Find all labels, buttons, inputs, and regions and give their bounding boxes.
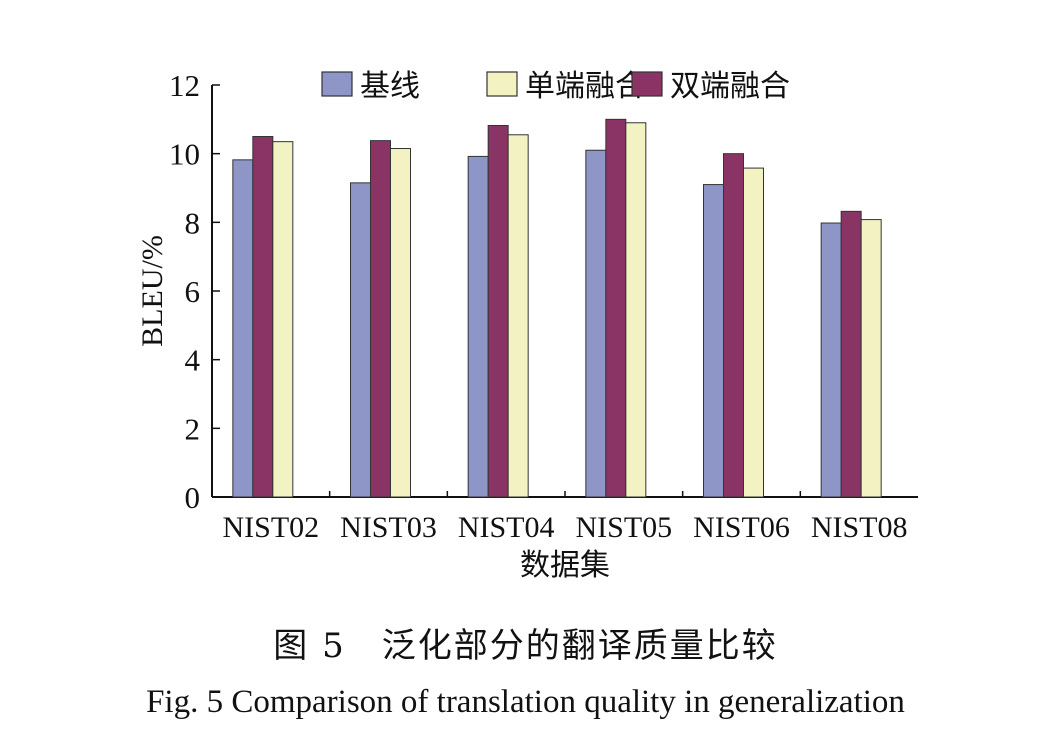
bar — [272, 141, 294, 498]
x-tick-label: NIST04 — [458, 511, 555, 544]
bar — [820, 222, 842, 498]
y-tick-label: 2 — [185, 411, 201, 446]
bar — [743, 167, 764, 498]
y-tick-label: 10 — [169, 137, 200, 172]
bar-chart: 0 2 4 6 8 10 12 BLEU/% NIST02 NIST03 NIST04 NIST05 N… — [136, 68, 918, 583]
x-tick-label: NIST02 — [222, 511, 319, 544]
bar — [860, 219, 882, 498]
legend-swatch — [321, 71, 353, 97]
y-axis-label: BLEU/% — [136, 235, 169, 347]
x-tick-label: NIST05 — [575, 511, 672, 544]
y-tick-label: 0 — [185, 480, 201, 515]
legend-label: 双端融合 — [670, 69, 790, 104]
y-tick-label: 4 — [185, 343, 201, 378]
legend-swatch — [631, 71, 663, 97]
x-tick-label: NIST08 — [811, 511, 908, 544]
bar — [585, 149, 607, 498]
bar — [605, 118, 627, 498]
bar — [350, 182, 371, 498]
x-axis-label: 数据集 — [520, 548, 610, 583]
bar — [232, 159, 254, 498]
x-tick-label: NIST06 — [693, 511, 790, 544]
bar — [390, 148, 411, 498]
bar — [703, 184, 724, 498]
legend-label: 基线 — [360, 69, 420, 104]
y-tick-label: 12 — [169, 68, 200, 103]
y-tick-label: 6 — [185, 274, 201, 309]
figure-caption-chinese: 图 5 泛化部分的翻译质量比较 — [273, 626, 778, 666]
bar — [252, 136, 274, 498]
bar — [625, 122, 647, 498]
bar — [487, 125, 509, 498]
bar — [840, 210, 862, 498]
legend-swatch — [486, 71, 518, 97]
bar — [370, 140, 391, 498]
legend-label: 单端融合 — [525, 69, 645, 104]
y-tick-label: 8 — [185, 205, 201, 240]
bar — [467, 155, 489, 498]
figure-caption-english: Fig. 5 Comparison of translation quality… — [146, 684, 905, 720]
bar — [723, 153, 744, 498]
x-tick-label: NIST03 — [340, 511, 437, 544]
bar — [507, 134, 529, 498]
